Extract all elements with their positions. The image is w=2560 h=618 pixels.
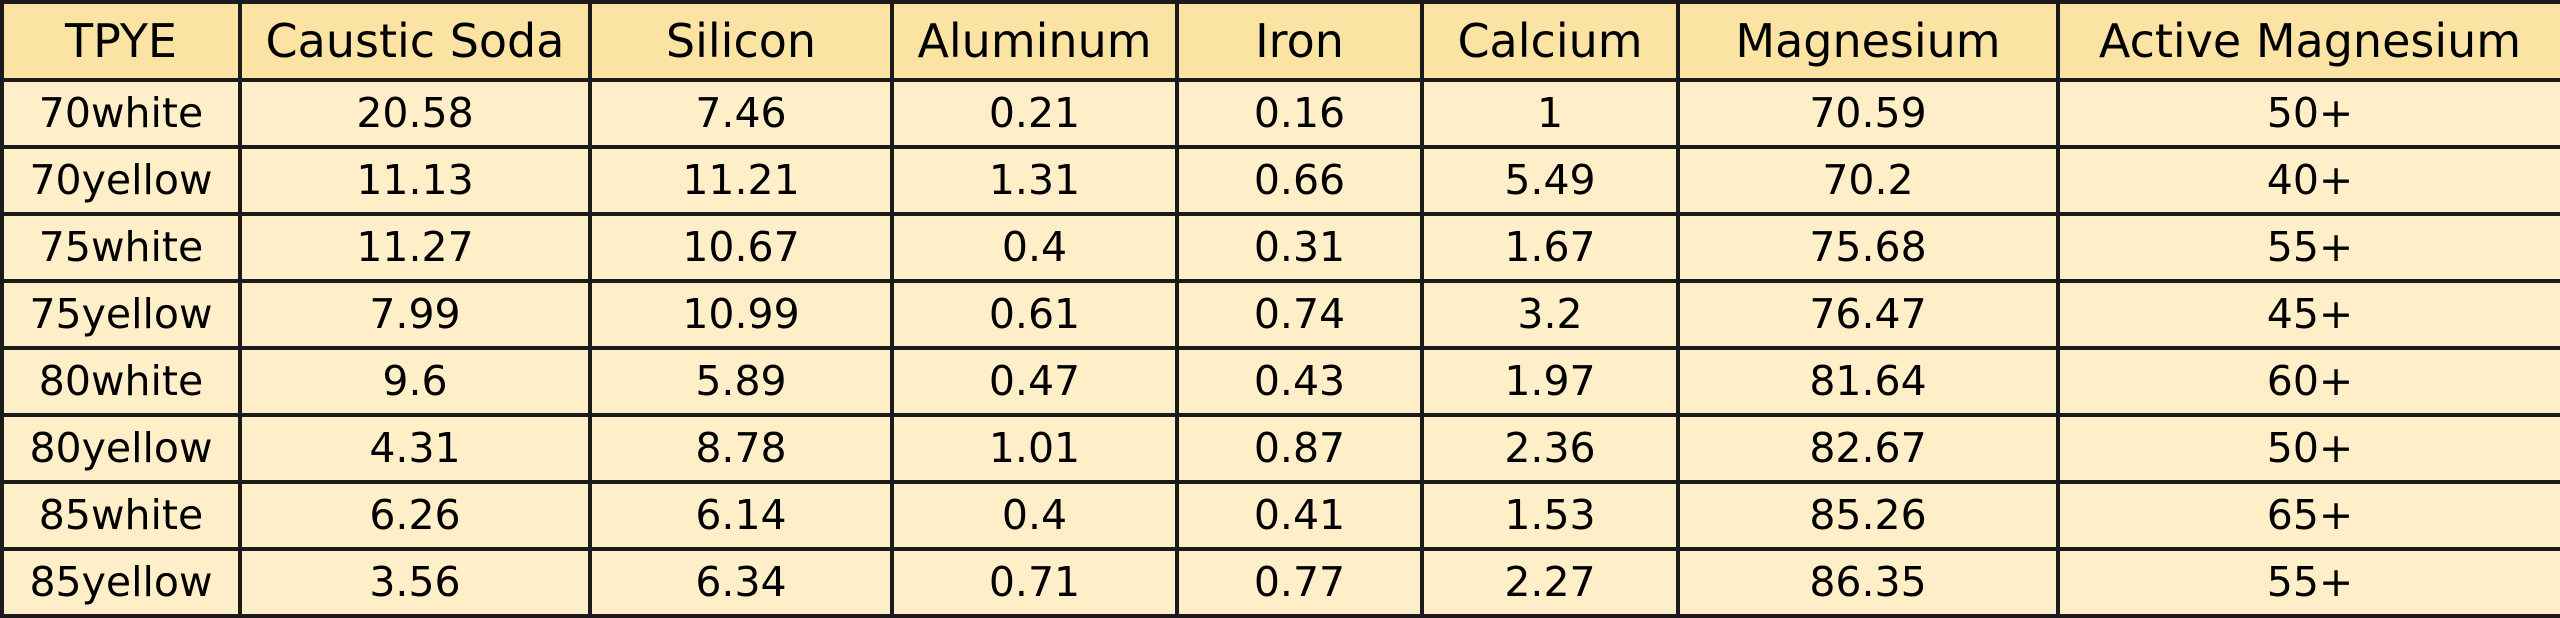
table-row: 70yellow 11.13 11.21 1.31 0.66 5.49 70.2 40+ bbox=[0, 145, 2560, 216]
table-cell[interactable]: 86.35 bbox=[1676, 547, 2060, 618]
table-cell[interactable]: 1.53 bbox=[1420, 480, 1680, 551]
column-header[interactable]: Caustic Soda bbox=[238, 0, 592, 82]
header-row: TPYE Caustic Soda Silicon Aluminum Iron Calci… bbox=[0, 0, 2560, 82]
table-cell[interactable]: 0.71 bbox=[890, 547, 1179, 618]
table-cell[interactable]: 1 bbox=[1420, 78, 1680, 149]
table-cell[interactable]: 7.99 bbox=[238, 279, 592, 350]
column-header[interactable]: Magnesium bbox=[1676, 0, 2060, 82]
table-row: 80white 9.6 5.89 0.47 0.43 1.97 81.64 60+ bbox=[0, 346, 2560, 417]
table-cell[interactable]: 70.59 bbox=[1676, 78, 2060, 149]
table-cell[interactable]: 3.56 bbox=[238, 547, 592, 618]
table-body: 70white 20.58 7.46 0.21 0.16 1 70.59 50+ 70yello… bbox=[0, 78, 2560, 618]
table-cell[interactable]: 1.97 bbox=[1420, 346, 1680, 417]
table-cell[interactable]: 0.74 bbox=[1175, 279, 1424, 350]
table-cell[interactable]: 82.67 bbox=[1676, 413, 2060, 484]
table-cell[interactable]: 81.64 bbox=[1676, 346, 2060, 417]
table-cell[interactable]: 0.4 bbox=[890, 212, 1179, 283]
table-cell[interactable]: 0.41 bbox=[1175, 480, 1424, 551]
table-cell[interactable]: 2.27 bbox=[1420, 547, 1680, 618]
column-header[interactable]: Active Magnesium bbox=[2056, 0, 2560, 82]
table-cell[interactable]: 10.99 bbox=[588, 279, 894, 350]
table-cell[interactable]: 0.21 bbox=[890, 78, 1179, 149]
table-cell[interactable]: 76.47 bbox=[1676, 279, 2060, 350]
table-cell[interactable]: 0.4 bbox=[890, 480, 1179, 551]
table-cell[interactable]: 1.31 bbox=[890, 145, 1179, 216]
table-cell[interactable]: 0.47 bbox=[890, 346, 1179, 417]
row-type-cell[interactable]: 70yellow bbox=[0, 145, 242, 216]
table-cell[interactable]: 65+ bbox=[2056, 480, 2560, 551]
table-cell[interactable]: 9.6 bbox=[238, 346, 592, 417]
row-type-cell[interactable]: 75white bbox=[0, 212, 242, 283]
table-cell[interactable]: 7.46 bbox=[588, 78, 894, 149]
row-type-cell[interactable]: 85yellow bbox=[0, 547, 242, 618]
table-cell[interactable]: 6.26 bbox=[238, 480, 592, 551]
row-type-cell[interactable]: 80white bbox=[0, 346, 242, 417]
table-cell[interactable]: 50+ bbox=[2056, 413, 2560, 484]
table-cell[interactable]: 10.67 bbox=[588, 212, 894, 283]
table-cell[interactable]: 0.43 bbox=[1175, 346, 1424, 417]
table-row: 85white 6.26 6.14 0.4 0.41 1.53 85.26 65+ bbox=[0, 480, 2560, 551]
row-type-cell[interactable]: 75yellow bbox=[0, 279, 242, 350]
table-cell[interactable]: 3.2 bbox=[1420, 279, 1680, 350]
table-row: 70white 20.58 7.46 0.21 0.16 1 70.59 50+ bbox=[0, 78, 2560, 149]
table-cell[interactable]: 0.66 bbox=[1175, 145, 1424, 216]
column-header[interactable]: Silicon bbox=[588, 0, 894, 82]
table-cell[interactable]: 70.2 bbox=[1676, 145, 2060, 216]
table-cell[interactable]: 50+ bbox=[2056, 78, 2560, 149]
table-cell[interactable]: 2.36 bbox=[1420, 413, 1680, 484]
table-cell[interactable]: 8.78 bbox=[588, 413, 894, 484]
table-row: 75white 11.27 10.67 0.4 0.31 1.67 75.68 55+ bbox=[0, 212, 2560, 283]
table-cell[interactable]: 0.61 bbox=[890, 279, 1179, 350]
table-cell[interactable]: 85.26 bbox=[1676, 480, 2060, 551]
table-cell[interactable]: 1.01 bbox=[890, 413, 1179, 484]
table-cell[interactable]: 45+ bbox=[2056, 279, 2560, 350]
table-cell[interactable]: 11.21 bbox=[588, 145, 894, 216]
table-cell[interactable]: 20.58 bbox=[238, 78, 592, 149]
table-cell[interactable]: 0.31 bbox=[1175, 212, 1424, 283]
table-cell[interactable]: 6.34 bbox=[588, 547, 894, 618]
column-header[interactable]: Aluminum bbox=[890, 0, 1179, 82]
column-header[interactable]: Iron bbox=[1175, 0, 1424, 82]
table-cell[interactable]: 0.87 bbox=[1175, 413, 1424, 484]
table-cell[interactable]: 5.89 bbox=[588, 346, 894, 417]
row-type-cell[interactable]: 85white bbox=[0, 480, 242, 551]
table-cell[interactable]: 6.14 bbox=[588, 480, 894, 551]
table-row: 80yellow 4.31 8.78 1.01 0.87 2.36 82.67 50+ bbox=[0, 413, 2560, 484]
column-header[interactable]: Calcium bbox=[1420, 0, 1680, 82]
table-cell[interactable]: 40+ bbox=[2056, 145, 2560, 216]
table-cell[interactable]: 1.67 bbox=[1420, 212, 1680, 283]
table-cell[interactable]: 5.49 bbox=[1420, 145, 1680, 216]
table-cell[interactable]: 11.27 bbox=[238, 212, 592, 283]
table-cell[interactable]: 55+ bbox=[2056, 547, 2560, 618]
table-cell[interactable]: 60+ bbox=[2056, 346, 2560, 417]
table-row: 85yellow 3.56 6.34 0.71 0.77 2.27 86.35 55+ bbox=[0, 547, 2560, 618]
table-row: 75yellow 7.99 10.99 0.61 0.74 3.2 76.47 45+ bbox=[0, 279, 2560, 350]
table-cell[interactable]: 4.31 bbox=[238, 413, 592, 484]
table-cell[interactable]: 0.16 bbox=[1175, 78, 1424, 149]
table-cell[interactable]: 11.13 bbox=[238, 145, 592, 216]
row-type-cell[interactable]: 80yellow bbox=[0, 413, 242, 484]
table-cell[interactable]: 0.77 bbox=[1175, 547, 1424, 618]
column-header[interactable]: TPYE bbox=[0, 0, 242, 82]
table-cell[interactable]: 75.68 bbox=[1676, 212, 2060, 283]
table-cell[interactable]: 55+ bbox=[2056, 212, 2560, 283]
row-type-cell[interactable]: 70white bbox=[0, 78, 242, 149]
